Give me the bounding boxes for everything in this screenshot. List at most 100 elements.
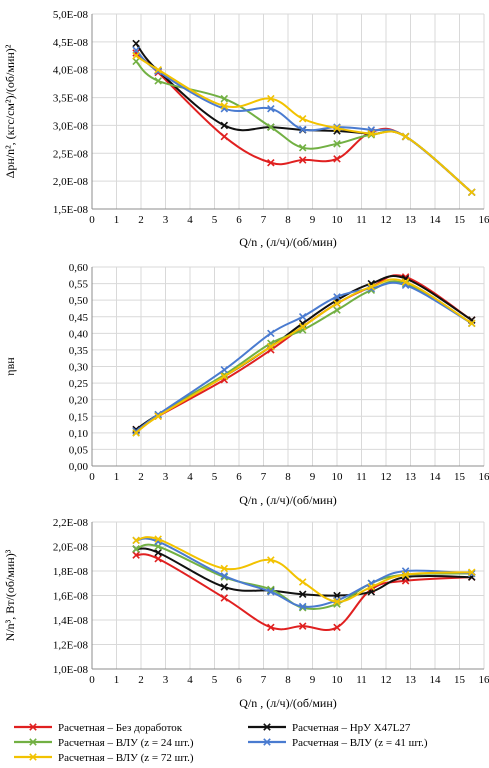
data-point [401,132,410,141]
data-point [154,412,162,421]
series-3 [132,542,476,612]
y-tick-label: 4,0E-08 [53,65,89,77]
x-tick-label: 11 [356,674,367,686]
data-point [220,132,229,141]
x-tick-label: 9 [310,214,316,226]
y-tick-label: 3,5E-08 [53,93,89,105]
data-point [333,293,341,301]
series-5 [132,52,476,197]
x-tick-label: 2 [138,674,144,686]
y-tick-label: 0,60 [69,262,89,274]
x-tick-label: 8 [285,214,291,226]
data-point [267,342,275,351]
y-tick-label: 2,5E-08 [53,148,89,160]
series-line [135,52,473,194]
data-point [267,623,275,632]
legend-label: Расчетная – ВЛУ (z = 24 шт.) [58,737,194,749]
x-tick-label: 3 [163,674,169,686]
series-line [135,278,473,434]
x-tick-label: 6 [236,674,242,686]
series-line [135,280,473,434]
data-point [132,551,140,559]
x-tick-label: 5 [212,674,218,686]
x-tick-label: 7 [261,674,267,686]
data-point [333,155,341,163]
x-tick-label: 13 [405,674,417,686]
legend-item-5: Расчетная – ВЛУ (z = 72 шт.) [14,752,194,764]
y-tick-label: 2,2E-08 [53,517,89,529]
y-tick-label: 1,5E-08 [53,204,89,216]
y-tick-label: 0,00 [69,461,89,473]
data-point [333,299,341,308]
x-tick-label: 16 [479,214,489,226]
legend-swatch-marker [263,738,271,746]
x-tick-label: 2 [138,214,144,226]
chart-panel-2: 0,00 0,05 0,10 0,15 0,20 0,25 0,30 0,35 0,40 0,45… [3,262,489,507]
y-tick-label: 2,0E-08 [53,542,89,554]
y-tick-label: 0,05 [69,444,89,456]
data-point [220,564,229,573]
data-point [267,94,275,103]
x-tick-label: 14 [430,471,442,483]
legend-swatch-marker [29,753,37,761]
data-point [132,49,140,57]
data-point [333,124,341,132]
x-tick-label: 5 [212,214,218,226]
x-axis-label: Q/n , (л/ч)/(об/мин) [239,696,337,710]
y-tick-label: 3,0E-08 [53,120,89,132]
series-1 [132,551,476,632]
y-tick-label: 1,2E-08 [53,640,89,652]
x-tick-label: 7 [261,214,267,226]
x-axis-label: Q/n , (л/ч)/(об/мин) [239,493,337,507]
x-tick-label: 8 [285,674,291,686]
chart-panel-3: 1,0E-08 1,2E-08 1,4E-08 1,6E-08 1,8E-08 2,0E-… [3,517,489,710]
x-tick-label: 14 [430,214,442,226]
y-tick-label: 0,30 [69,362,89,374]
x-tick-label: 1 [114,214,120,226]
data-point [298,143,307,152]
data-point [132,536,140,545]
y-tick-label: 1,0E-08 [53,664,89,676]
data-point [333,140,341,148]
x-tick-label: 4 [187,674,193,686]
legend-item-3: Расчетная – ВЛУ (z = 24 шт.) [14,737,194,749]
y-axis-label: Δpн/n², (кгс/см²)/(об/мин)² [3,44,17,178]
legend-swatch-marker [263,723,271,731]
y-tick-label: 0,35 [69,345,89,357]
x-tick-label: 2 [138,471,144,483]
legend-swatch-marker [29,738,37,746]
data-point [154,554,162,563]
y-axis-label: N/n³, Вт/(об/мин)³ [3,549,17,641]
y-tick-label: 0,10 [69,428,89,440]
data-point [367,283,376,291]
series-line [135,54,473,194]
x-tick-label: 13 [405,471,417,483]
legend-item-2: Расчетная – НрУ Х47L27 [248,722,411,734]
y-tick-label: 1,6E-08 [53,591,89,603]
data-point [367,130,376,138]
data-point [298,312,307,321]
x-tick-label: 4 [187,214,193,226]
data-point [298,622,307,630]
x-tick-label: 15 [454,471,466,483]
x-tick-label: 9 [310,674,316,686]
data-point [220,121,229,130]
legend-item-1: Расчетная – Без доработок [14,722,183,734]
series-line [135,275,473,431]
y-tick-label: 5,0E-08 [53,9,89,21]
data-point [333,623,341,632]
legend: Расчетная – Без доработок Расчетная – НрУ… [14,722,428,764]
data-point [298,322,307,331]
data-point [220,572,229,580]
x-tick-label: 0 [89,471,95,483]
y-tick-label: 1,4E-08 [53,615,89,627]
data-point [132,39,140,48]
series-line [135,274,473,431]
legend-item-4: Расчетная – ВЛУ (z = 41 шт.) [248,737,428,749]
data-point [132,52,140,60]
chart-panel-1: 1,5E-08 2,0E-08 2,5E-08 3,0E-08 3,5E-08 4,0E-… [3,9,489,249]
x-tick-label: 16 [479,674,489,686]
x-tick-label: 6 [236,471,242,483]
x-tick-label: 12 [381,674,392,686]
data-point [298,578,307,586]
